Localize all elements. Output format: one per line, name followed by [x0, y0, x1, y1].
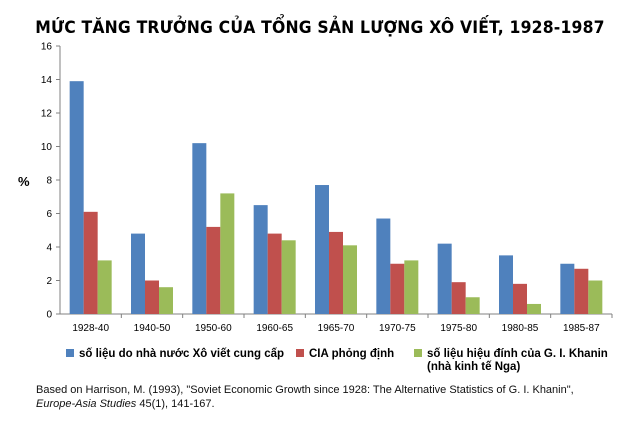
legend-swatch	[66, 349, 74, 357]
chart-title: MỨC TĂNG TRƯỞNG CỦA TỔNG SẢN LƯỢNG XÔ VI…	[35, 18, 605, 38]
bar-soviet	[69, 81, 84, 314]
citation-journal: Europe-Asia Studies	[36, 398, 137, 410]
bar-soviet	[253, 205, 268, 314]
citation-details: 45(1), 141-167.	[136, 398, 215, 410]
y-axis-label: %	[18, 174, 30, 189]
x-tick-label: 1970-75	[379, 323, 416, 334]
bar-soviet	[315, 185, 329, 314]
legend-label: CIA phỏng định	[309, 348, 395, 360]
x-tick-label: 1975-80	[440, 323, 477, 334]
bar-soviet	[499, 255, 513, 314]
bar-khanin	[220, 193, 235, 314]
bar-cia	[83, 211, 98, 314]
y-tick-label: 12	[41, 109, 53, 120]
legend-swatch	[414, 349, 422, 357]
bar-khanin	[97, 260, 112, 314]
y-tick-label: 14	[41, 75, 53, 86]
bar-cia	[390, 263, 405, 314]
y-tick-label: 4	[46, 243, 52, 254]
x-tick-label: 1965-70	[318, 323, 355, 334]
legend-swatch	[296, 349, 304, 357]
legend-label: số liệu hiệu đính của G. I. Khanin	[427, 348, 608, 360]
bar-soviet	[376, 218, 391, 314]
bar-cia	[267, 233, 282, 314]
bar-soviet	[560, 263, 575, 314]
bars-layer	[69, 81, 603, 314]
legend-entry-cia-estimate: CIA phỏng định	[296, 348, 394, 361]
y-tick-label: 2	[46, 276, 52, 287]
legend-label-line2: (nhà kinh tế Nga)	[427, 361, 521, 373]
bar-khanin	[281, 240, 296, 314]
bar-khanin	[343, 245, 357, 314]
y-tick-label: 6	[46, 209, 52, 220]
y-tick-label: 0	[46, 310, 52, 321]
source-citation: Based on Harrison, M. (1993), "Soviet Ec…	[36, 383, 626, 411]
legend-entry-soviet-official: số liệu do nhà nước Xô viết cung cấp	[66, 348, 284, 361]
bar-cia	[574, 268, 589, 314]
y-tick-label: 16	[41, 42, 53, 53]
legend-label: số liệu do nhà nước Xô viết cung cấp	[79, 348, 285, 360]
bar-chart: 0 2 4 6 8 10 12 14 16 1928-40 1940-50 1950-60 1960-6…	[41, 42, 613, 334]
x-tick-label: 1985-87	[563, 323, 600, 334]
bar-cia	[329, 231, 343, 314]
bar-cia	[513, 283, 527, 314]
y-tick-label: 10	[41, 142, 53, 153]
bar-cia	[145, 280, 159, 314]
x-tick-label: 1940-50	[134, 323, 171, 334]
x-tick-label: 1960-65	[256, 323, 293, 334]
bar-khanin	[588, 280, 603, 314]
citation-line: Based on Harrison, M. (1993), "Soviet Ec…	[36, 384, 574, 396]
y-tick-label: 8	[46, 176, 52, 187]
x-tick-label: 1950-60	[195, 323, 232, 334]
legend-entry-khanin-revised: số liệu hiệu đính của G. I. Khanin (nhà …	[414, 348, 608, 374]
bar-khanin	[404, 260, 419, 314]
bar-soviet	[192, 143, 207, 314]
bar-khanin	[527, 303, 541, 314]
bar-soviet	[437, 243, 452, 314]
bar-cia	[206, 226, 221, 314]
bar-khanin	[465, 297, 480, 314]
x-tick-label: 1928-40	[72, 323, 109, 334]
bar-cia	[451, 282, 466, 314]
bar-khanin	[159, 287, 173, 314]
x-tick-label: 1980-85	[502, 323, 539, 334]
bar-soviet	[131, 233, 145, 314]
